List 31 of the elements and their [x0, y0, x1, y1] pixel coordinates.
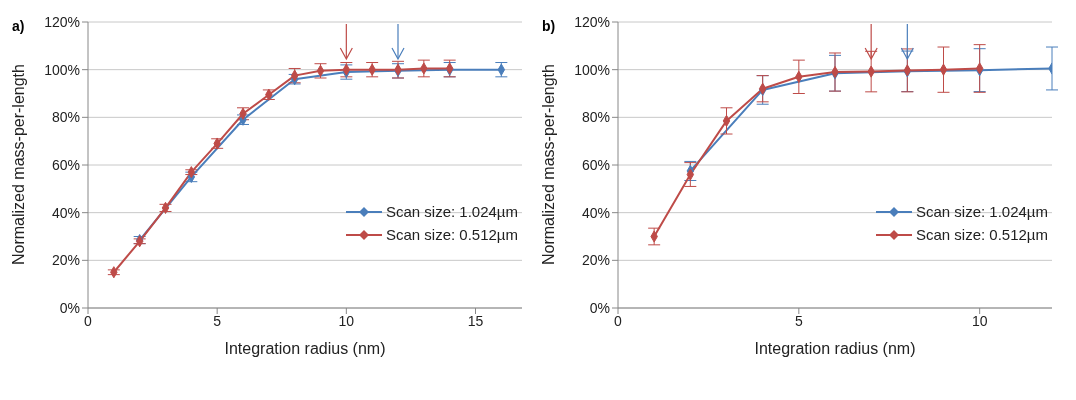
- y-tick-label: 40%: [51, 204, 80, 221]
- legend-label: Scan size: 0.512µm: [915, 226, 1048, 243]
- y-tick-label: 0%: [59, 299, 80, 316]
- y-tick-label: 60%: [51, 156, 80, 173]
- y-tick-label: 0%: [589, 299, 610, 316]
- x-tick-label: 10: [338, 312, 355, 329]
- x-axis-title: Integration radius (nm): [754, 340, 916, 357]
- y-axis-title: Normalized mass-per-length: [539, 64, 557, 265]
- chart-title: b): [542, 18, 556, 34]
- x-tick-label: 15: [467, 312, 484, 329]
- x-tick-label: 0: [614, 312, 623, 329]
- x-tick-label: 5: [794, 312, 803, 329]
- legend-label: Scan size: 0.512µm: [385, 226, 518, 243]
- x-axis-title: Integration radius (nm): [224, 340, 386, 357]
- y-tick-label: 60%: [581, 156, 610, 173]
- x-tick-label: 0: [84, 312, 93, 329]
- y-tick-label: 120%: [574, 13, 610, 30]
- y-tick-label: 20%: [51, 252, 80, 269]
- chart-title: a): [12, 18, 25, 34]
- y-tick-label: 80%: [51, 109, 80, 126]
- y-tick-label: 20%: [581, 252, 610, 269]
- x-tick-label: 10: [971, 312, 988, 329]
- legend-label: Scan size: 1.024µm: [915, 203, 1048, 220]
- y-tick-label: 120%: [44, 13, 80, 30]
- legend-label: Scan size: 1.024µm: [385, 203, 518, 220]
- y-tick-label: 100%: [44, 61, 80, 78]
- x-tick-label: 5: [213, 312, 222, 329]
- y-axis-title: Normalized mass-per-length: [9, 64, 27, 265]
- y-tick-label: 100%: [574, 61, 610, 78]
- y-tick-label: 40%: [581, 204, 610, 221]
- y-tick-label: 80%: [581, 109, 610, 126]
